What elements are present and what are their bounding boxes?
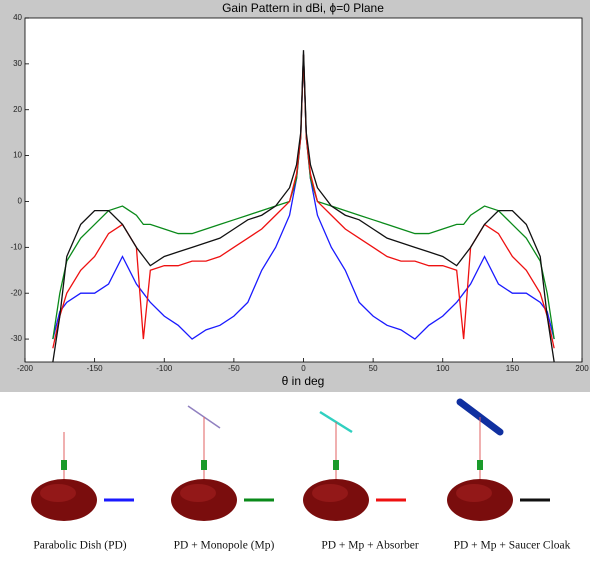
legend [31, 398, 513, 521]
legend-item-icon [171, 405, 237, 521]
x-tick-label: -50 [228, 364, 240, 373]
legend-label: PD + Monopole (Mp) [174, 540, 275, 552]
y-tick-label: -10 [10, 242, 22, 251]
y-tick-label: 10 [13, 151, 22, 160]
y-tick-label: -20 [10, 288, 22, 297]
y-tick-label: 30 [13, 59, 22, 68]
x-tick-label: 100 [436, 364, 450, 373]
series-line [52, 50, 555, 363]
legend-label: PD + Mp + Saucer Cloak [454, 540, 571, 552]
x-tick-label: -100 [156, 364, 173, 373]
x-tick-label: -150 [87, 364, 104, 373]
plot [24, 17, 583, 363]
y-tick-label: -30 [10, 334, 22, 343]
x-tick-label: -200 [17, 364, 34, 373]
legend-item-icon [447, 398, 513, 521]
x-tick-label: 150 [506, 364, 520, 373]
legend-label: Parabolic Dish (PD) [33, 540, 126, 552]
x-tick-label: 50 [369, 364, 378, 373]
chart-title: Gain Pattern in dBi, ϕ=0 Plane [222, 1, 384, 15]
x-tick-label: 200 [575, 364, 589, 373]
x-axis-label: θ in deg [282, 374, 325, 388]
y-tick-label: 40 [13, 13, 22, 22]
legend-item-icon [303, 410, 369, 521]
legend-item-icon [31, 432, 97, 521]
plot-area [24, 17, 583, 363]
y-tick-label: 20 [13, 105, 22, 114]
legend-label: PD + Mp + Absorber [321, 540, 418, 552]
x-tick-label: 0 [301, 364, 306, 373]
y-tick-label: 0 [18, 197, 23, 206]
